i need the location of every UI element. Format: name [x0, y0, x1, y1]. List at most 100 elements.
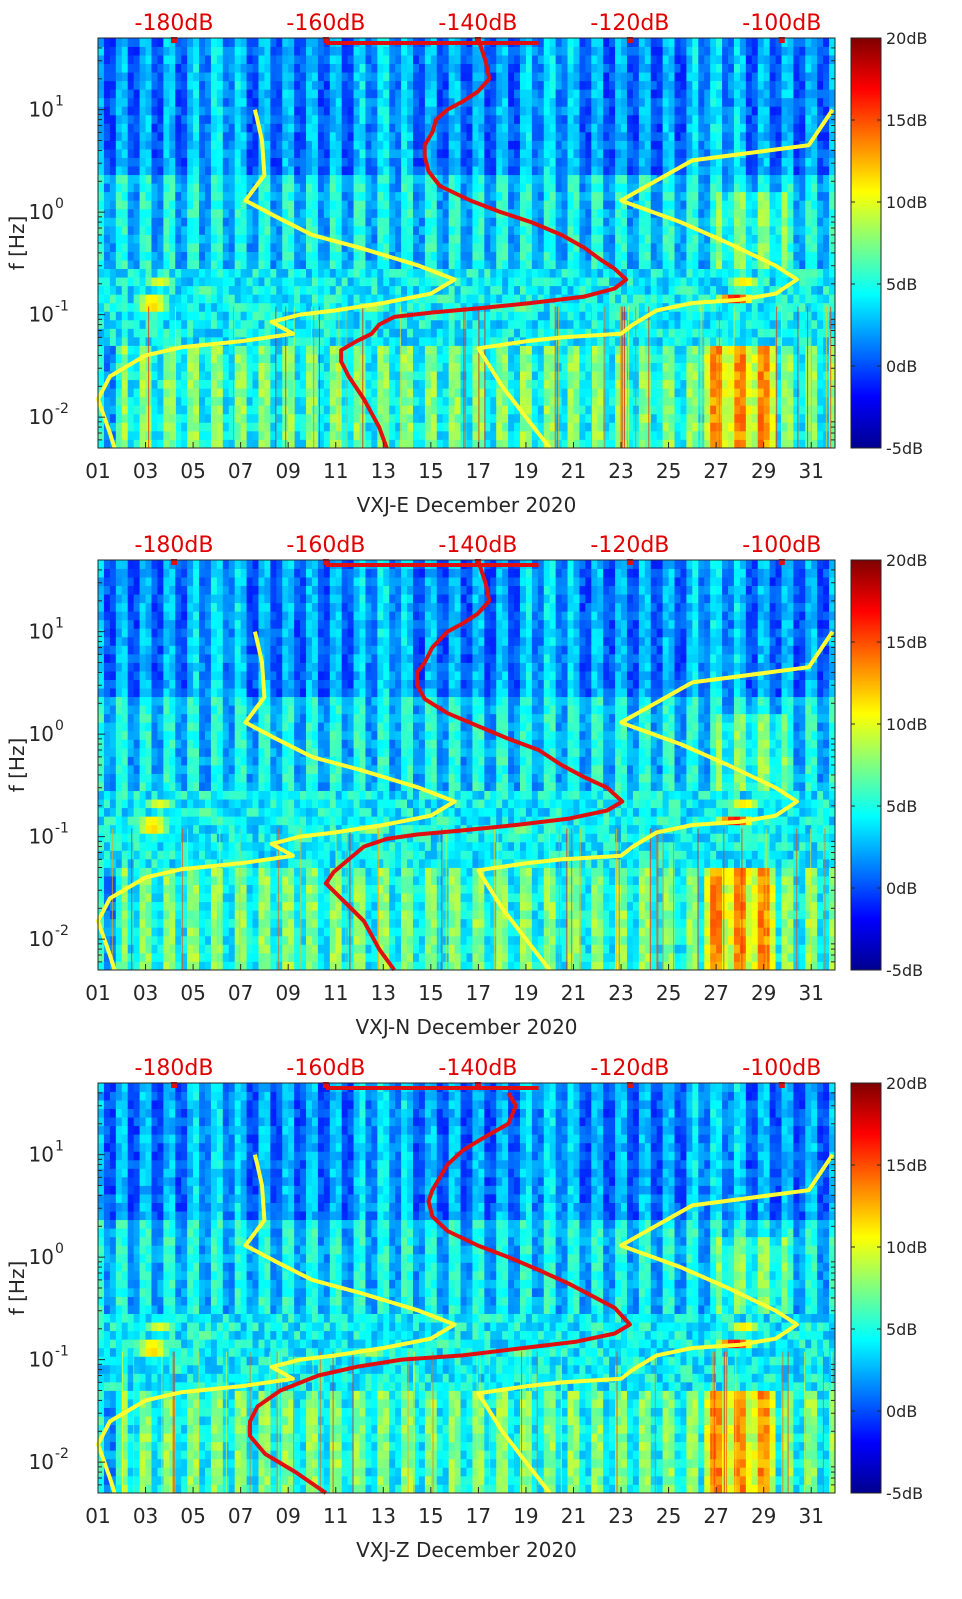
spectrogram-image	[98, 38, 836, 449]
x-tick-label: 01	[85, 459, 110, 483]
x-tick-label: 13	[371, 981, 396, 1005]
y-tick-label: 10	[29, 1245, 54, 1269]
colorbar-label: 5dB	[886, 797, 917, 816]
top-db-label: -160dB	[286, 1056, 365, 1081]
y-tick-exponent: -1	[55, 299, 69, 315]
x-axis-label: VXJ-E December 2020	[357, 493, 577, 517]
y-tick-exponent: 0	[55, 718, 64, 734]
curve-yellow-right	[476, 1153, 835, 1495]
x-tick-label: 29	[751, 1504, 776, 1528]
top-tick-mark-1	[171, 1082, 177, 1088]
x-tick-label: 25	[656, 981, 681, 1005]
y-axis-label: f [Hz]	[5, 1261, 29, 1316]
x-tick-label: 05	[180, 1504, 205, 1528]
y-tick-exponent: -2	[55, 923, 69, 939]
x-tick-label: 23	[608, 981, 633, 1005]
y-tick-exponent: 1	[55, 94, 64, 110]
x-tick-label: 11	[323, 459, 348, 483]
colorbar-label: 20dB	[886, 29, 928, 48]
top-db-label: -120dB	[590, 533, 669, 558]
colorbar-label: 0dB	[886, 879, 917, 898]
top-db-label: -120dB	[590, 11, 669, 36]
x-tick-label: 19	[513, 459, 538, 483]
top-tick-mark-4	[626, 559, 633, 565]
x-tick-label: 05	[180, 981, 205, 1005]
x-tick-label: 15	[418, 1504, 443, 1528]
curve-yellow-right	[476, 108, 835, 450]
y-tick-label: 10	[29, 1450, 54, 1474]
x-tick-label: 03	[133, 981, 158, 1005]
x-axis-label: VXJ-N December 2020	[355, 1015, 577, 1039]
top-tick-mark-1	[171, 37, 177, 43]
colorbar-label: 10dB	[886, 715, 928, 734]
top-db-label: -140dB	[438, 11, 517, 36]
y-tick-exponent: 1	[55, 1139, 64, 1155]
x-tick-label: 03	[133, 459, 158, 483]
x-tick-label: 29	[751, 981, 776, 1005]
colorbar-label: 20dB	[886, 551, 928, 570]
x-tick-label: 01	[85, 1504, 110, 1528]
top-tick-mark-4	[626, 37, 633, 43]
colorbar-label: 15dB	[886, 111, 928, 130]
y-tick-exponent: 0	[55, 196, 64, 212]
spectrogram-image	[98, 1083, 836, 1494]
top-db-label: -160dB	[286, 533, 365, 558]
x-tick-label: 07	[228, 459, 253, 483]
colorbar-label: -5dB	[886, 961, 923, 980]
y-tick-label: 10	[29, 1143, 54, 1167]
top-tick-mark-5	[778, 37, 785, 43]
x-tick-label: 09	[275, 459, 300, 483]
x-tick-label: 01	[85, 981, 110, 1005]
y-tick-exponent: 0	[55, 1241, 64, 1257]
colorbar-label: 15dB	[886, 633, 928, 652]
curve-yellow-right	[476, 630, 835, 972]
top-tick-mark-5	[778, 1082, 785, 1088]
y-tick-label: 10	[29, 825, 54, 849]
top-db-label: -180dB	[135, 1056, 214, 1081]
colorbar-label: 0dB	[886, 357, 917, 376]
top-tick-mark-2	[322, 559, 329, 565]
x-tick-label: 13	[371, 459, 396, 483]
y-tick-label: 10	[29, 722, 54, 746]
x-tick-label: 31	[798, 459, 823, 483]
curve-red-ambient	[323, 559, 625, 972]
x-tick-label: 17	[466, 459, 491, 483]
top-db-label: -100dB	[742, 11, 821, 36]
top-tick-mark-2	[322, 1082, 329, 1088]
top-db-label: -120dB	[590, 1056, 669, 1081]
curve-red-ambient	[248, 1091, 632, 1495]
x-tick-label: 11	[323, 981, 348, 1005]
y-tick-exponent: -1	[55, 1344, 69, 1360]
colorbar-label: 5dB	[886, 1320, 917, 1339]
x-tick-label: 19	[513, 981, 538, 1005]
curve-red-ambient	[339, 37, 629, 449]
x-tick-label: 19	[513, 1504, 538, 1528]
x-tick-label: 27	[703, 981, 728, 1005]
y-tick-label: 10	[29, 620, 54, 644]
colorbar-label: 10dB	[886, 1238, 928, 1257]
y-tick-exponent: -2	[55, 1446, 69, 1462]
x-tick-label: 31	[798, 981, 823, 1005]
top-tick-mark-3	[474, 559, 481, 565]
curve-yellow-model	[96, 109, 457, 449]
x-tick-label: 17	[466, 1504, 491, 1528]
top-tick-mark-3	[474, 1082, 481, 1088]
x-tick-label: 05	[180, 459, 205, 483]
y-tick-label: 10	[29, 1348, 54, 1372]
colorbar-label: 0dB	[886, 1402, 917, 1421]
y-tick-label: 10	[29, 405, 54, 429]
x-axis-label: VXJ-Z December 2020	[356, 1538, 577, 1562]
y-tick-label: 10	[29, 927, 54, 951]
spectrogram-image	[98, 560, 836, 971]
y-axis-label: f [Hz]	[5, 738, 29, 793]
y-tick-exponent: -2	[55, 401, 69, 417]
x-tick-label: 21	[561, 1504, 586, 1528]
colorbar: 20dB 15dB 10dB 5dB 0dB -5dB	[850, 1074, 928, 1503]
x-tick-label: 17	[466, 981, 491, 1005]
x-tick-label: 21	[561, 459, 586, 483]
x-tick-label: 15	[418, 459, 443, 483]
top-tick-mark-2	[322, 37, 329, 43]
y-tick-label: 10	[29, 200, 54, 224]
